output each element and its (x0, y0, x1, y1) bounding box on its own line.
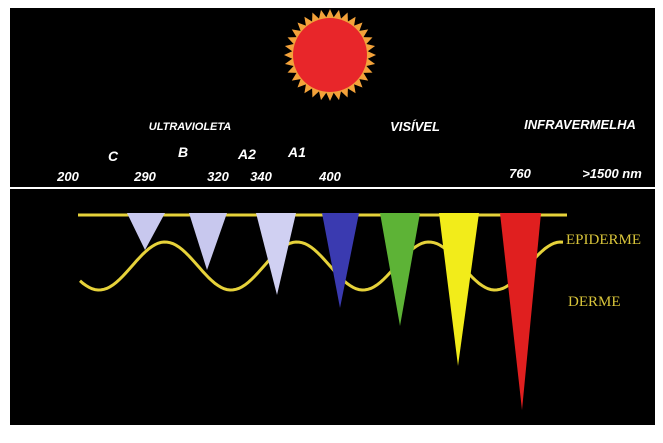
sun-disc (293, 18, 367, 92)
band-label: A1 (287, 144, 306, 160)
ultraviolet-label: ULTRAVIOLETA (149, 121, 232, 133)
band-label: B (178, 144, 188, 160)
band-label: C (108, 148, 119, 164)
wavelength-label: 760 (509, 166, 531, 181)
infrared-label: INFRAVERMELHA (524, 117, 636, 132)
wavelength-label: 290 (133, 169, 156, 184)
band-label: A2 (237, 146, 256, 162)
epidermis-label: EPIDERME (566, 232, 641, 248)
wavelength-label: 200 (56, 169, 79, 184)
diagram: ULTRAVIOLETA VISÍVEL INFRAVERMELHA C B A… (0, 0, 663, 443)
sun (284, 9, 376, 101)
wavelength-label: >1500 nm (582, 166, 642, 181)
dermis-label: DERME (568, 294, 621, 310)
wavelength-label: 340 (250, 169, 272, 184)
visible-label: VISÍVEL (390, 119, 440, 134)
wavelength-label: 400 (318, 169, 341, 184)
wavelength-label: 320 (207, 169, 229, 184)
